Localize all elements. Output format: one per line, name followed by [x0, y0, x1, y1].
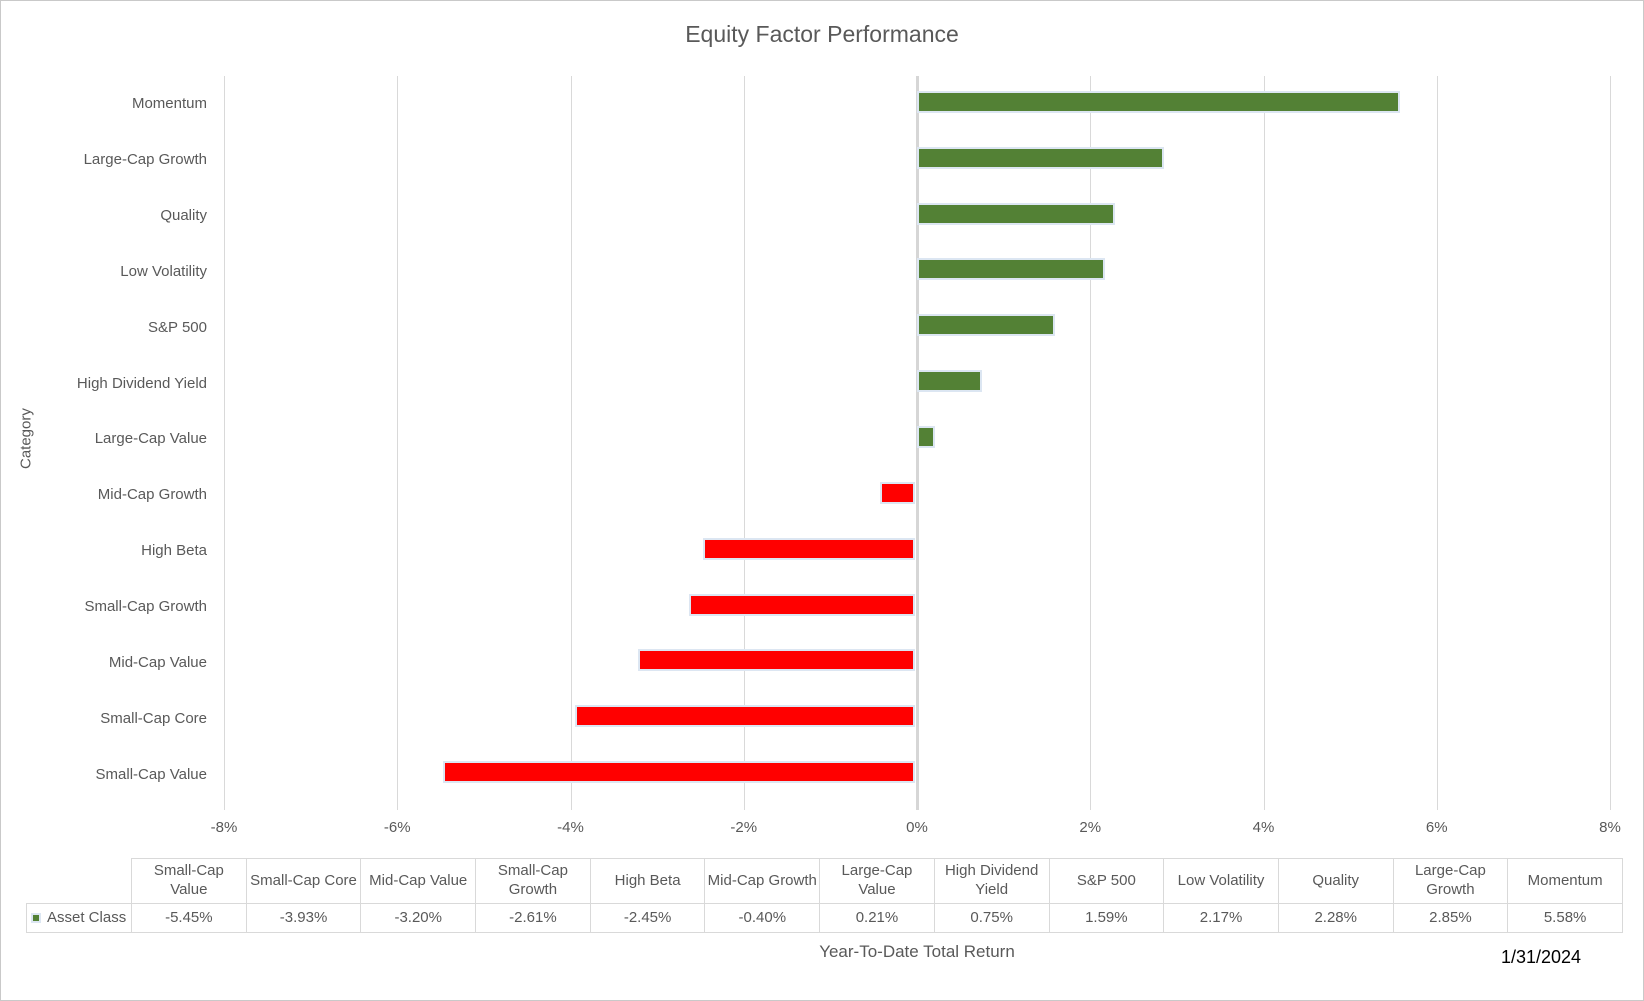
category-label-mid-cap-growth: Mid-Cap Growth — [97, 486, 207, 504]
gridline — [743, 76, 745, 810]
chart-title: Equity Factor Performance — [685, 21, 959, 47]
x-axis-title: Year-To-Date Total Return — [819, 942, 1015, 961]
category-label-large-cap-value: Large-Cap Value — [94, 430, 207, 448]
gridline — [1610, 76, 1611, 810]
x-tick-label: 0% — [906, 819, 928, 836]
table-value-high-beta: -2.45% — [589, 903, 706, 933]
x-tick-label: -6% — [383, 819, 411, 836]
table-header-row: Small-Cap Value Small-Cap Core Mid-Cap Val… — [27, 858, 1623, 904]
category-label-momentum: Momentum — [131, 95, 207, 113]
table-value-s-p-500: 1.59% — [1048, 903, 1165, 933]
table-value-mid-cap-growth: -0.40% — [704, 903, 821, 933]
table-header-large-cap-value: Large-Cap Value — [819, 858, 935, 904]
table-header-s-p-500: S&P 500 — [1048, 858, 1165, 904]
category-label-mid-cap-value: Mid-Cap Value — [108, 653, 207, 671]
bar-large-cap-value — [917, 426, 936, 448]
legend-series-name: Asset Class — [47, 908, 127, 926]
table-value-large-cap-growth: 2.85% — [1392, 903, 1509, 933]
legend-swatch-icon — [31, 912, 41, 923]
x-tick-label: -4% — [557, 819, 584, 836]
x-axis-ticks: -8% -6% -4% -2% 0% 2% 4% 6% 8% — [211, 819, 1621, 839]
category-label-high-beta: High Beta — [141, 542, 207, 560]
bar-momentum — [917, 90, 1401, 113]
bar-high-beta — [702, 537, 915, 560]
table-header-low-volatility: Low Volatility — [1163, 858, 1279, 904]
table-value-large-cap-value: 0.21% — [819, 903, 935, 933]
table-header-momentum: Momentum — [1507, 858, 1623, 904]
table-value-small-cap-core: -3.93% — [245, 903, 362, 933]
table-value-small-cap-growth: -2.61% — [475, 903, 591, 933]
table-corner-cell — [27, 859, 132, 904]
category-label-quality: Quality — [160, 207, 207, 225]
x-tick-label: 6% — [1425, 819, 1448, 836]
gridline — [1090, 76, 1092, 810]
table-header-quality: Quality — [1277, 858, 1394, 904]
table-value-momentum: 5.58% — [1507, 903, 1623, 933]
category-label-small-cap-growth: Small-Cap Growth — [84, 598, 207, 616]
category-label-s-p-500: S&P 500 — [148, 318, 207, 336]
x-tick-label: 4% — [1252, 819, 1275, 836]
x-tick-label: 2% — [1079, 819, 1102, 836]
bar-small-cap-value — [442, 761, 915, 784]
category-label-low-volatility: Low Volatility — [120, 262, 207, 280]
bar-high-dividend-yield — [917, 370, 982, 393]
table-header-large-cap-growth: Large-Cap Growth — [1392, 858, 1509, 904]
gridline — [1436, 76, 1438, 810]
table-header-high-dividend-yield: High Dividend Yield — [933, 858, 1050, 904]
bar-small-cap-core — [574, 705, 915, 728]
plot-area — [224, 76, 1611, 810]
data-table: Small-Cap Value Small-Cap Core Mid-Cap Val… — [26, 858, 1623, 933]
category-axis: Momentum Large-Cap Growth Quality Low Volat… — [41, 76, 216, 802]
bar-small-cap-growth — [688, 593, 915, 616]
category-label-small-cap-value: Small-Cap Value — [95, 765, 207, 783]
gridline — [570, 76, 572, 810]
report-date: 1/31/2024 — [1500, 947, 1582, 967]
table-value-small-cap-value: -5.45% — [131, 903, 247, 933]
gridline — [397, 76, 399, 810]
y-axis-title: Category — [17, 408, 35, 470]
bar-large-cap-growth — [917, 146, 1164, 169]
table-header-small-cap-core: Small-Cap Core — [245, 858, 362, 904]
table-value-high-dividend-yield: 0.75% — [933, 903, 1050, 933]
category-label-high-dividend-yield: High Dividend Yield — [76, 374, 207, 392]
bar-s-p-500 — [917, 314, 1055, 337]
table-header-mid-cap-growth: Mid-Cap Growth — [704, 858, 821, 904]
x-tick-label: -8% — [210, 819, 238, 836]
category-label-large-cap-growth: Large-Cap Growth — [83, 151, 207, 169]
table-header-high-beta: High Beta — [589, 858, 706, 904]
table-header-mid-cap-value: Mid-Cap Value — [360, 858, 477, 904]
x-tick-label: -2% — [730, 819, 758, 836]
bar-low-volatility — [917, 258, 1105, 281]
table-value-mid-cap-value: -3.20% — [360, 903, 477, 933]
table-value-row: Asset Class -5.45% -3.93% -3.20% -2.61% -2.45… — [26, 903, 1623, 933]
table-value-low-volatility: 2.17% — [1163, 903, 1279, 933]
category-label-small-cap-core: Small-Cap Core — [100, 709, 207, 727]
gridline — [224, 76, 225, 810]
bar-mid-cap-value — [637, 649, 915, 672]
bar-quality — [917, 202, 1115, 225]
table-header-small-cap-growth: Small-Cap Growth — [475, 858, 591, 904]
table-value-quality: 2.28% — [1277, 903, 1394, 933]
legend-cell: Asset Class — [26, 903, 132, 933]
table-header-small-cap-value: Small-Cap Value — [131, 858, 247, 904]
bar-mid-cap-growth — [880, 481, 915, 504]
gridline — [1263, 76, 1265, 810]
x-tick-label: 8% — [1599, 819, 1621, 836]
